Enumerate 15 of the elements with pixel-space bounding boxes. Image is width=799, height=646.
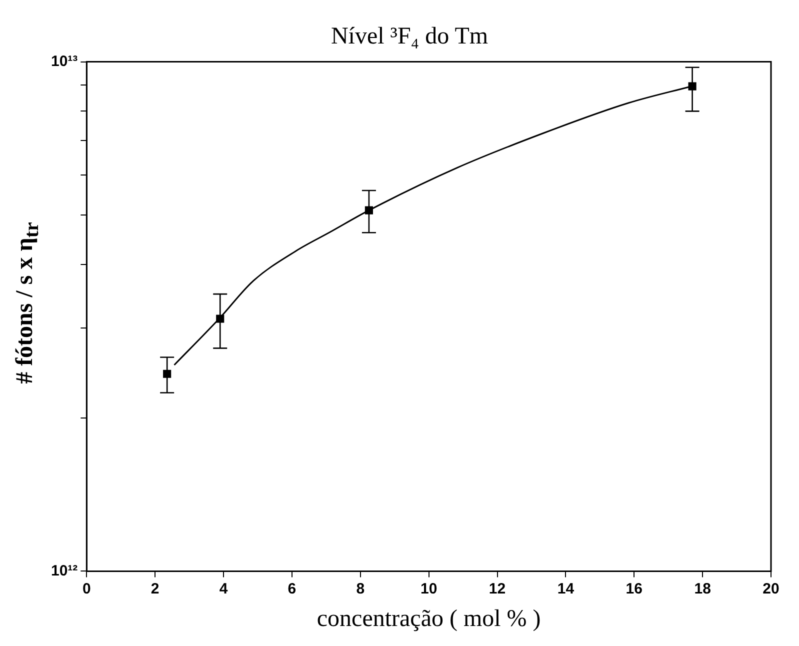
x-tick-label: 18 xyxy=(694,580,711,598)
x-tick-label: 12 xyxy=(488,580,506,598)
x-tick-label: 2 xyxy=(150,580,160,598)
x-tick-label: 10 xyxy=(420,580,438,598)
x-axis-title: concentração ( mol % ) xyxy=(316,606,541,632)
x-tick-label: 20 xyxy=(762,580,780,598)
x-tick-label: 8 xyxy=(356,580,365,598)
x-tick-label: 6 xyxy=(288,580,296,598)
x-tick-label: 0 xyxy=(82,580,91,598)
x-tick-label: 16 xyxy=(626,580,642,598)
y-tick-label: 10¹³ xyxy=(50,52,78,70)
y-tick-label: 10¹² xyxy=(50,562,78,580)
x-tick-label: 4 xyxy=(219,580,228,598)
x-tick-label: 14 xyxy=(557,580,575,598)
chart-title: Nível ³F₄ do Tm xyxy=(330,24,488,50)
